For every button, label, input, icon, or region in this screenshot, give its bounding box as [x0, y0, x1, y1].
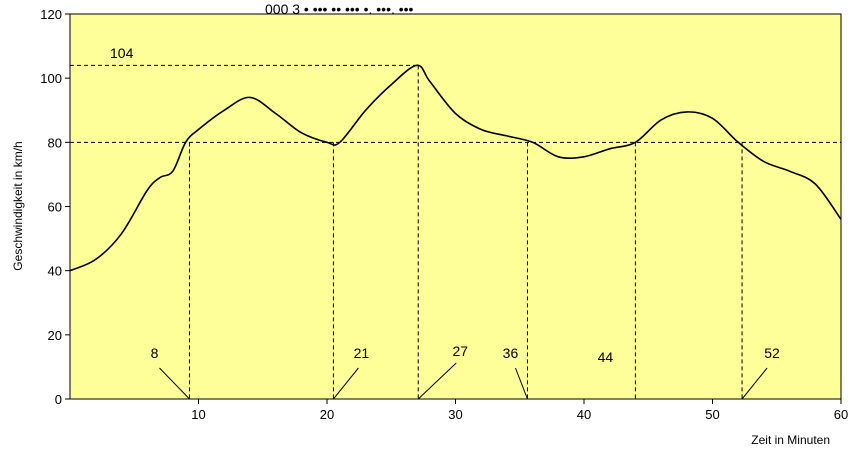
- y-tick-label-60: 60: [48, 200, 62, 215]
- x-tick-label-10: 10: [191, 407, 205, 422]
- marker-leader-27: [417, 362, 457, 400]
- marker-label-52: 52: [764, 345, 780, 361]
- marker-leader-52: [741, 367, 768, 400]
- marker-label-36: 36: [503, 345, 519, 361]
- marker-leader-8: [159, 367, 190, 400]
- y-axis: 0 20 40 60 80 100 120: [40, 7, 70, 407]
- x-axis-title: Zeit in Minuten: [751, 433, 830, 447]
- x-tick-label-60: 60: [834, 407, 848, 422]
- guide-lines: [70, 64, 841, 143]
- time-markers: 8 21 27 36 44 52: [151, 65, 780, 400]
- marker-leader-36: [514, 367, 528, 400]
- x-axis: 10 20 30 40 50 60: [191, 399, 848, 422]
- marker-leader-21: [333, 367, 359, 400]
- y-tick-label-40: 40: [48, 264, 62, 279]
- chart-title-fragment: 000 3 • ••• •• ••• •, •••, •••: [265, 1, 414, 17]
- x-tick-label-40: 40: [577, 407, 591, 422]
- speed-series-line: [69, 64, 842, 272]
- x-tick-label-20: 20: [320, 407, 334, 422]
- y-tick-label-120: 120: [40, 7, 62, 22]
- y-axis-title: Geschwindigkeit in km/h: [11, 141, 25, 270]
- x-tick-label-50: 50: [705, 407, 719, 422]
- x-tick-label-30: 30: [448, 407, 462, 422]
- marker-label-44: 44: [598, 349, 614, 365]
- plot-area: [69, 13, 842, 400]
- y-tick-label-80: 80: [48, 135, 62, 150]
- marker-label-8: 8: [151, 345, 159, 361]
- y-tick-label-100: 100: [40, 71, 62, 86]
- marker-label-27: 27: [452, 343, 468, 359]
- y-tick-label-20: 20: [48, 328, 62, 343]
- peak-label: 104: [110, 45, 134, 61]
- y-tick-label-0: 0: [55, 392, 62, 407]
- marker-label-21: 21: [354, 345, 370, 361]
